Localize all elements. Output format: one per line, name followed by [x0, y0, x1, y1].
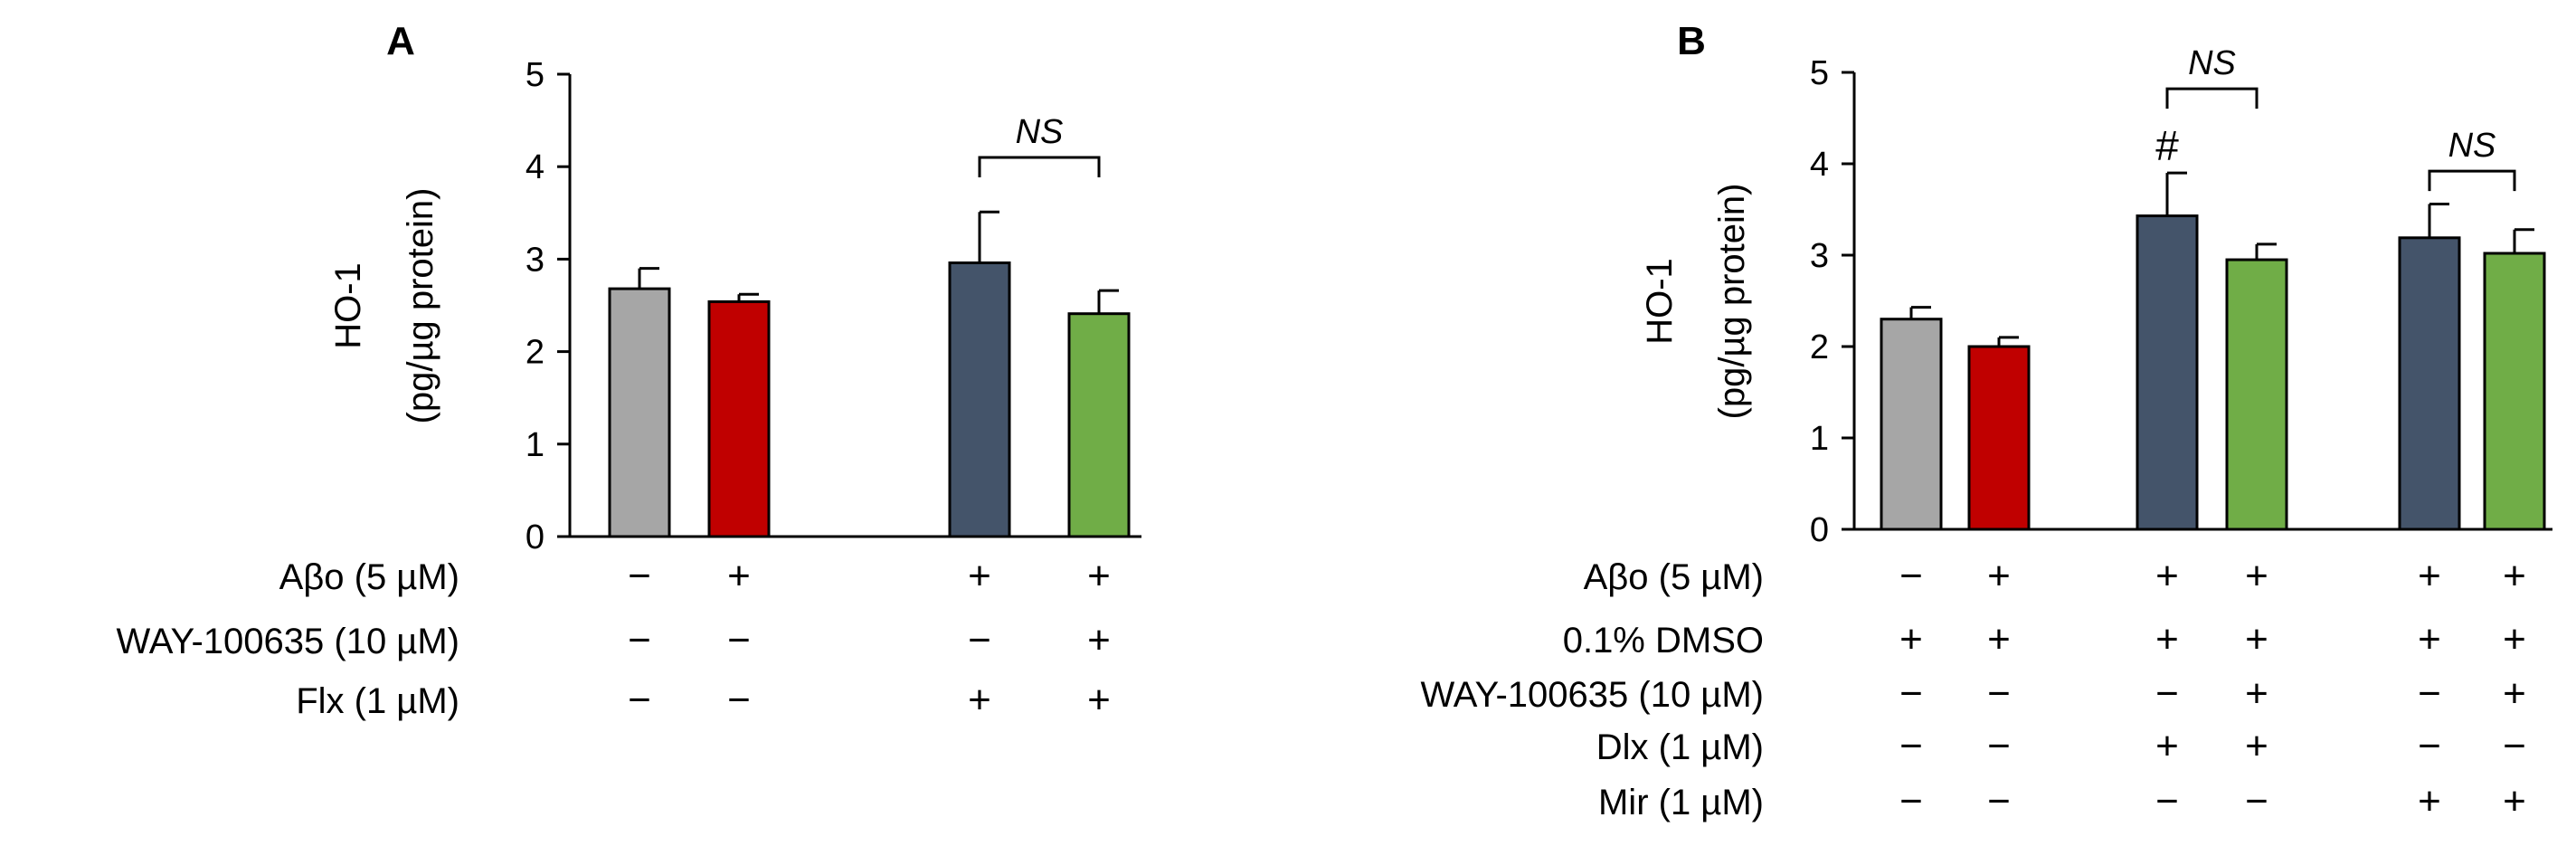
significance-marker: #	[2155, 122, 2179, 169]
treatment-sign: +	[2245, 617, 2268, 661]
treatment-sign: +	[2418, 617, 2441, 661]
panel-b: B HO-1 (pg/µg protein) 0 1 2 3 4 5 NS NS # Aβo (5 µM…	[1420, 19, 2552, 823]
bar	[2136, 214, 2199, 531]
treatment-sign: +	[2155, 617, 2179, 661]
treatment-sign: +	[2418, 779, 2441, 823]
treatment-sign: −	[2245, 779, 2268, 823]
bar	[707, 299, 771, 538]
y-axis-label-unit: (pg/µg protein)	[401, 188, 440, 424]
treatment-label: Flx (1 µM)	[296, 681, 459, 721]
treatment-sign: −	[1987, 779, 2011, 823]
treatment-sign: +	[968, 678, 991, 722]
treatment-label: 0.1% DMSO	[1563, 621, 1764, 661]
bar	[1880, 318, 1943, 531]
treatment-label: Dlx (1 µM)	[1596, 727, 1764, 767]
treatment-sign: +	[2418, 554, 2441, 598]
y-tick-label: 5	[1810, 54, 1829, 92]
treatment-sign: +	[2503, 671, 2526, 716]
treatment-sign: −	[628, 618, 651, 662]
panel-letter: B	[1677, 19, 1706, 63]
y-tick-label: 1	[1810, 420, 1829, 458]
treatment-sign: −	[727, 618, 751, 662]
treatment-sign: −	[628, 678, 651, 722]
treatment-sign: −	[727, 678, 751, 722]
treatment-sign: +	[2503, 554, 2526, 598]
treatment-sign: −	[968, 618, 991, 662]
y-tick-label: 0	[1810, 511, 1829, 549]
bar	[948, 261, 1011, 538]
treatment-sign: −	[1987, 671, 2011, 716]
y-tick-label: 4	[526, 148, 545, 186]
bar	[2483, 252, 2546, 531]
treatment-sign: +	[2503, 779, 2526, 823]
treatment-sign: +	[1899, 617, 1923, 661]
treatment-sign: +	[1987, 617, 2011, 661]
y-tick-label: 3	[526, 241, 545, 279]
y-tick-label: 0	[526, 518, 545, 556]
treatment-sign: +	[1987, 554, 2011, 598]
bar	[1967, 345, 2031, 531]
y-tick-label: 5	[526, 56, 545, 94]
treatment-sign: −	[2418, 671, 2441, 716]
bar	[1067, 312, 1131, 538]
treatment-sign: +	[2245, 554, 2268, 598]
y-tick-label: 1	[526, 426, 545, 464]
significance-label: NS	[2188, 44, 2236, 82]
significance-label: NS	[1016, 113, 1064, 151]
treatment-sign: −	[2155, 779, 2179, 823]
treatment-sign: +	[2155, 724, 2179, 768]
treatment-sign: +	[1087, 678, 1111, 722]
treatment-label: WAY-100635 (10 µM)	[116, 622, 459, 661]
bar	[2225, 258, 2288, 531]
y-axis-label: HO-1	[328, 262, 368, 349]
y-tick-label: 3	[1810, 237, 1829, 275]
significance-bracket	[978, 156, 1101, 177]
treatment-sign: +	[1087, 554, 1111, 598]
panel-letter: A	[386, 19, 415, 63]
y-tick-label: 4	[1810, 146, 1829, 184]
treatment-sign: +	[968, 554, 991, 598]
treatment-label: Mir (1 µM)	[1598, 783, 1764, 822]
y-axis-label: HO-1	[1640, 258, 1680, 345]
treatment-sign: −	[1899, 724, 1923, 768]
treatment-label: WAY-100635 (10 µM)	[1420, 675, 1764, 715]
treatment-sign: −	[1899, 671, 1923, 716]
y-tick-label: 2	[526, 334, 545, 372]
treatment-sign: +	[2503, 617, 2526, 661]
y-tick-label: 2	[1810, 328, 1829, 366]
treatment-sign: −	[2503, 724, 2526, 768]
significance-bracket	[2165, 87, 2259, 109]
treatment-sign: −	[1987, 724, 2011, 768]
bar	[2398, 236, 2461, 531]
treatment-sign: +	[2155, 554, 2179, 598]
significance-bracket	[2428, 169, 2516, 192]
panel-a: A HO-1 (pg/µg protein) 0 1 2 3 4 5 NS Aβo (5 µM) − +…	[116, 19, 1141, 722]
treatment-sign: −	[2155, 671, 2179, 716]
treatment-sign: +	[727, 554, 751, 598]
treatment-sign: −	[1899, 554, 1923, 598]
treatment-sign: −	[2418, 724, 2441, 768]
treatment-sign: +	[2245, 724, 2268, 768]
bar	[608, 287, 671, 538]
y-axis-label-unit: (pg/µg protein)	[1712, 184, 1752, 420]
treatment-sign: +	[2245, 671, 2268, 716]
treatment-sign: −	[1899, 779, 1923, 823]
treatment-label: Aβo (5 µM)	[279, 557, 459, 597]
treatment-sign: +	[1087, 618, 1111, 662]
treatment-sign: −	[628, 554, 651, 598]
treatment-label: Aβo (5 µM)	[1584, 557, 1764, 597]
significance-label: NS	[2448, 127, 2496, 165]
